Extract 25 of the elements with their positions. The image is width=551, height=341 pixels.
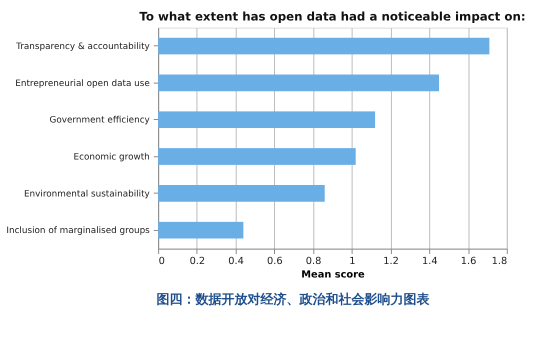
text: 图四：数据开放对经济、政治和社会影响力图表: [156, 292, 431, 308]
x-tick-label: 1.6: [460, 256, 476, 267]
y-tick-label: Entrepreneurial open data use: [15, 78, 150, 89]
x-tick-label: 1.8: [492, 256, 508, 267]
bar: [158, 38, 490, 54]
y-tick-label: Transparency & accountability: [15, 42, 150, 52]
bar: [158, 74, 440, 92]
x-axis-title: Mean score: [301, 270, 365, 281]
x-tick-label: 0.8: [306, 256, 322, 267]
x-tick-label: 0.2: [190, 256, 206, 267]
y-tick-label: Government efficiency: [50, 116, 150, 126]
bar: [158, 148, 356, 165]
y-tick-label: Inclusion of marginalised groups: [6, 226, 150, 236]
x-tick-label: 1: [349, 256, 356, 267]
bar: [158, 185, 325, 202]
x-tick-label: 1.4: [422, 256, 438, 267]
x-tick-label: 0: [158, 256, 165, 267]
chart-title: To what extent has open data had a noticeable impact on:: [139, 10, 526, 24]
y-tick-label: Economic growth: [74, 152, 150, 162]
y-tick-label: Environmental sustainability: [24, 189, 150, 200]
x-tick-label: 0.6: [267, 256, 283, 267]
bar: [158, 222, 244, 239]
bar: [158, 111, 376, 128]
x-tick-label: 0.4: [228, 256, 244, 267]
x-tick-label: 1.2: [383, 256, 399, 267]
